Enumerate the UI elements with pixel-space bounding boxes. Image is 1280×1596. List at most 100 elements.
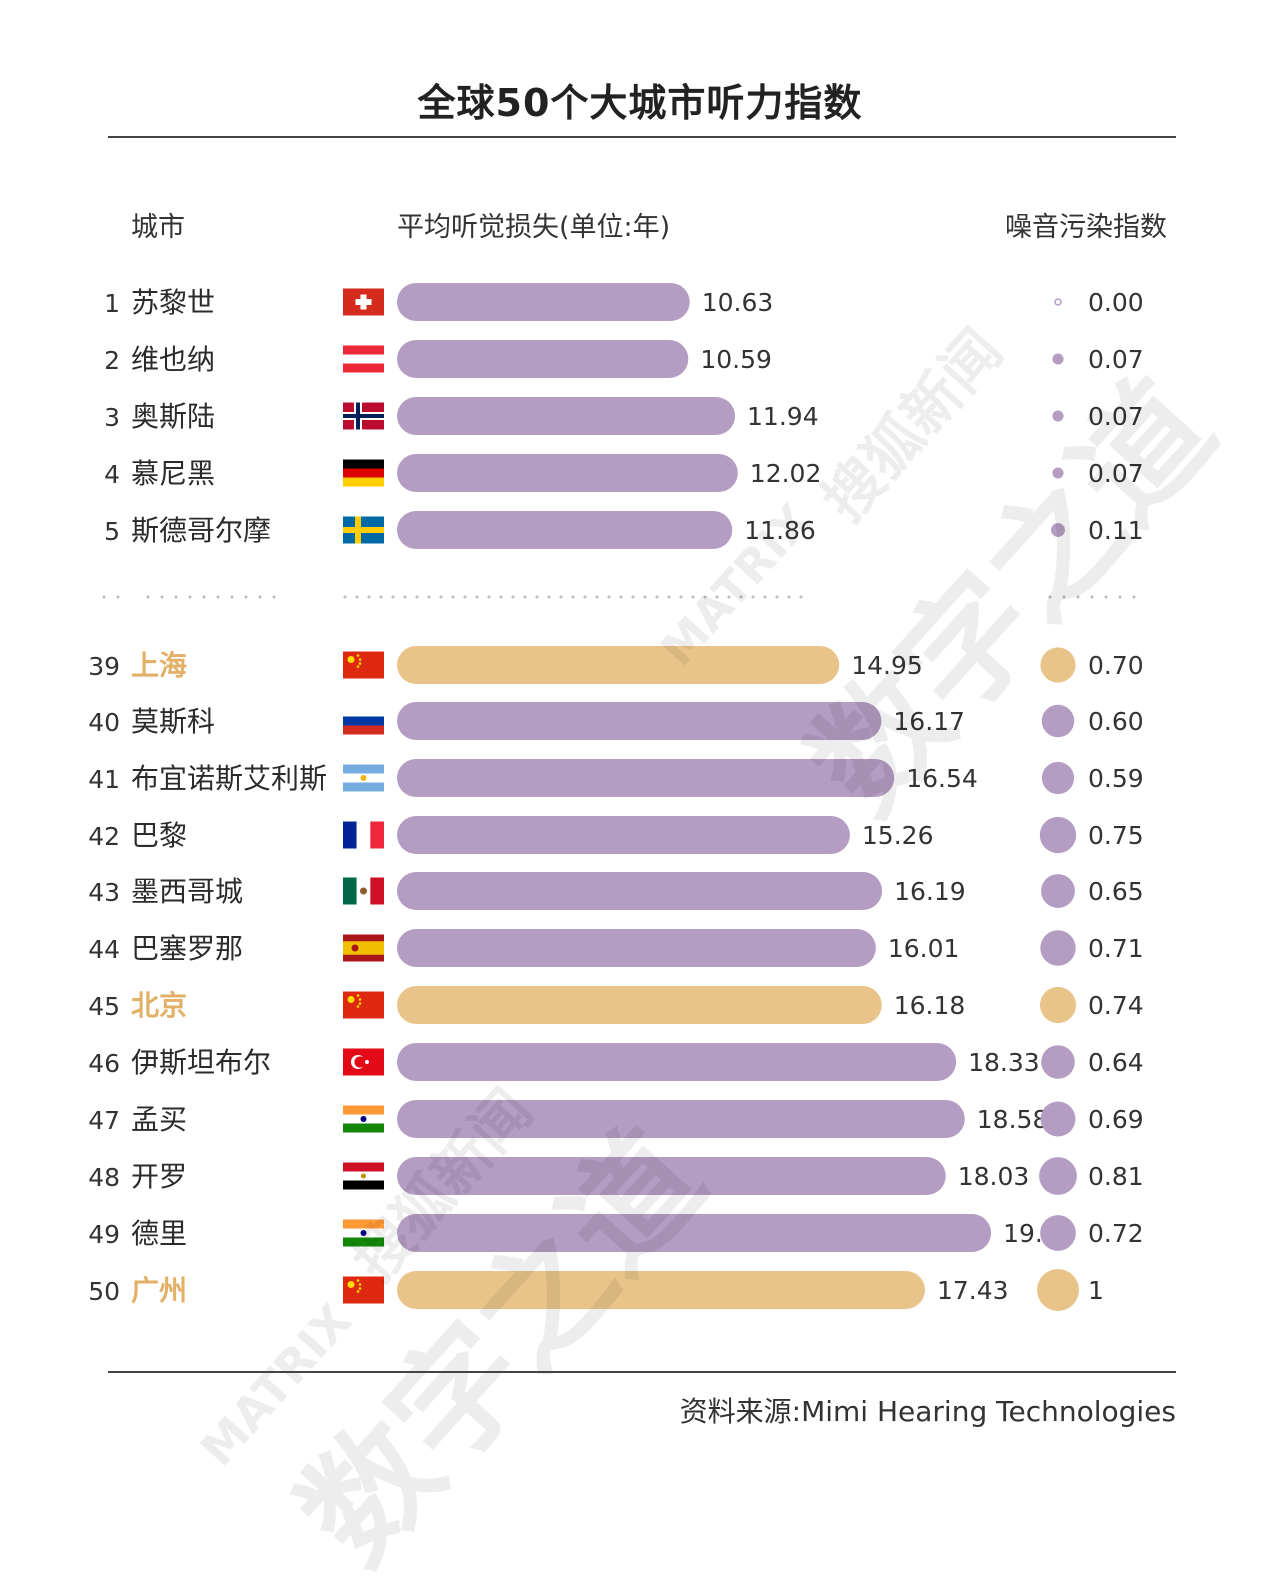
egypt-flag-icon [343,1162,384,1190]
noise-dot [1040,930,1076,966]
rank-label: 5 [104,517,120,546]
separator-dot [751,595,755,599]
argentina-flag-icon [343,764,384,792]
separator-dot [535,595,539,599]
switzerland-flag-icon [343,288,384,316]
sweden-flag-icon [343,516,384,544]
separator-dot [102,595,106,599]
loss-bar [397,1043,957,1081]
loss-bar [397,872,883,910]
noise-dot [1039,986,1077,1024]
turkey-flag-icon [343,1048,384,1076]
noise-dot [1054,298,1062,306]
loss-value-label: 10.63 [702,288,774,317]
rank-label: 4 [104,460,120,489]
loss-value-label: 16.19 [894,877,966,906]
noise-dot [1041,874,1075,908]
separator-dot [643,595,647,599]
column-header-noise: 噪音污染指数 [1005,212,1167,243]
separator-dot [631,595,635,599]
separator-dot [511,595,515,599]
separator-dot [1132,595,1136,599]
rank-label: 43 [88,878,120,907]
separator-dot [763,595,767,599]
separator-dot [1090,595,1094,599]
noise-dot [1041,761,1075,795]
separator-dot [571,595,575,599]
loss-bar [397,283,690,321]
austria-flag-icon [343,345,384,373]
separator-dot [583,595,587,599]
separator-dot [415,595,419,599]
separator-dot [703,595,707,599]
rank-label: 48 [88,1163,120,1192]
separator-dot [391,595,395,599]
noise-value-label: 0.71 [1088,934,1144,963]
separator-dot [188,595,192,599]
noise-value-label: 0.59 [1088,764,1144,793]
separator-dot [427,595,431,599]
separator-dot [439,595,443,599]
loss-value-label: 10.59 [700,345,772,374]
loss-value-label: 16.18 [894,991,966,1020]
rank-label: 46 [88,1049,120,1078]
loss-value-label: 16.54 [906,764,978,793]
separator-dot [1076,595,1080,599]
rank-label: 45 [88,992,120,1021]
noise-dot [1040,1101,1076,1137]
separator-dot [691,595,695,599]
loss-value-label: 17.43 [937,1276,1009,1305]
separator-dot [202,595,206,599]
separator-dot [1118,595,1122,599]
separator-dot [355,595,359,599]
separator-dot [116,595,120,599]
city-label: 布宜诺斯艾利斯 [131,762,327,795]
loss-value-label: 15.26 [862,821,934,850]
loss-bar [397,702,882,740]
separator-dot [272,595,276,599]
loss-bar [397,1157,946,1195]
loss-value-label: 11.94 [747,402,819,431]
title-rule [108,136,1176,138]
loss-bar [397,454,738,492]
separator-dot [379,595,383,599]
norway-flag-icon [343,402,384,430]
separator-dot [258,595,262,599]
loss-bar [397,1100,965,1138]
loss-value-label: 16.01 [888,934,960,963]
separator-dot [679,595,683,599]
rank-label: 1 [104,289,120,318]
city-label: 墨西哥城 [131,875,243,908]
separator-dot [403,595,407,599]
loss-value-label: 18.33 [968,1048,1040,1077]
noise-dot [1039,816,1077,854]
noise-value-label: 0.07 [1088,402,1144,431]
rank-label: 42 [88,822,120,851]
separator-dot [475,595,479,599]
city-label: 孟买 [131,1103,187,1136]
noise-dot [1041,1045,1075,1079]
separator-dot [739,595,743,599]
column-header-loss: 平均听觉损失(单位:年) [397,212,671,243]
separator-dot [1104,595,1108,599]
loss-value-label: 12.02 [750,459,822,488]
separator-dot [727,595,731,599]
russia-flag-icon [343,707,384,735]
loss-bar [397,340,689,378]
loss-value-label: 14.95 [851,651,923,680]
separator-dot [1062,595,1066,599]
rank-label: 2 [104,346,120,375]
india-flag-icon [343,1105,384,1133]
noise-value-label: 0.11 [1088,516,1144,545]
china-flag-icon [343,651,384,679]
germany-flag-icon [343,459,384,487]
noise-value-label: 0.00 [1088,288,1144,317]
separator-dot [775,595,779,599]
separator-dot [487,595,491,599]
loss-value-label: 16.17 [893,707,965,736]
rank-label: 40 [88,708,120,737]
rank-label: 47 [88,1106,120,1135]
bottom-rule [108,1371,1176,1373]
loss-bar [397,816,850,854]
city-label: 上海 [131,649,187,682]
